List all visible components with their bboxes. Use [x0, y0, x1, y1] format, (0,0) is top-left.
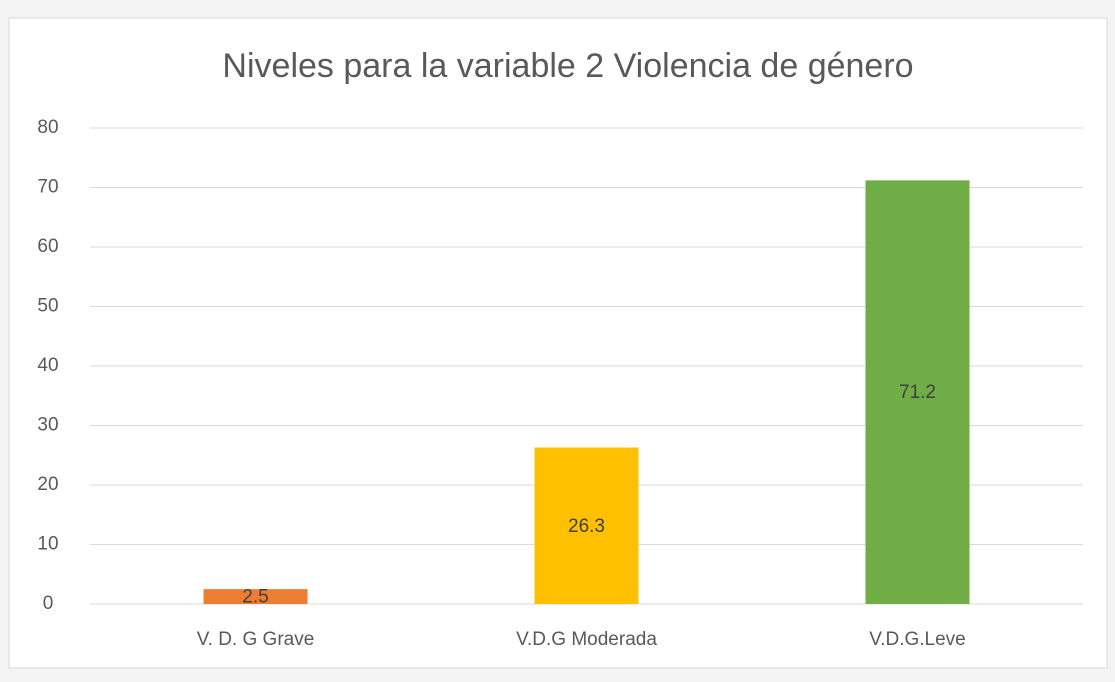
x-tick-label: V.D.G Moderada: [516, 629, 657, 650]
y-tick-label: 50: [37, 296, 58, 317]
y-tick-label: 80: [37, 117, 58, 138]
y-tick-label: 60: [37, 236, 58, 257]
y-tick-label: 0: [43, 593, 54, 614]
bar: [865, 180, 970, 605]
y-tick-label: 40: [37, 355, 58, 376]
y-tick-label: 10: [37, 534, 58, 555]
data-label: 26.3: [568, 516, 605, 537]
y-tick-label: 70: [37, 177, 58, 198]
data-label: 2.5: [242, 587, 268, 608]
chart-title: Niveles para la variable 2 Violencia de …: [222, 47, 913, 85]
y-tick-label: 20: [37, 474, 58, 495]
x-tick-label: V. D. G Grave: [197, 629, 315, 650]
y-tick-label: 30: [37, 415, 58, 436]
bar: [203, 589, 308, 604]
bar: [534, 447, 639, 604]
x-tick-label: V.D.G.Leve: [869, 629, 965, 650]
data-label: 71.2: [899, 382, 936, 403]
